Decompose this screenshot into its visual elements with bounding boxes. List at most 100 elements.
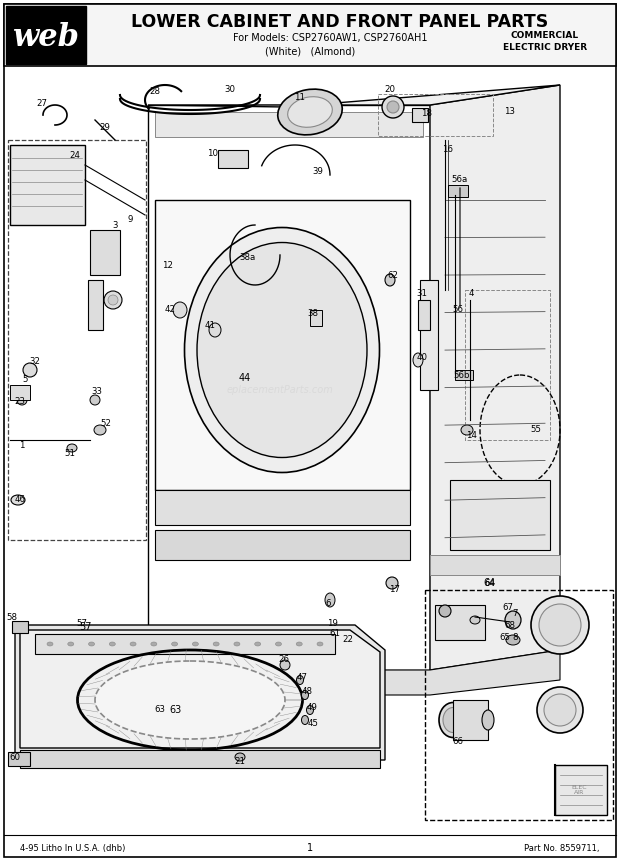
Bar (10, 385, 30, 400)
Text: 46: 46 (14, 495, 25, 505)
Ellipse shape (443, 708, 463, 733)
Text: (White)   (Almond): (White) (Almond) (265, 47, 355, 57)
Text: 8: 8 (512, 634, 518, 642)
Text: 57: 57 (76, 620, 87, 629)
Text: COMMERCIAL: COMMERCIAL (511, 30, 579, 40)
Text: 56a: 56a (452, 176, 468, 184)
Ellipse shape (301, 715, 309, 724)
Ellipse shape (539, 604, 581, 646)
Ellipse shape (325, 593, 335, 607)
Ellipse shape (470, 616, 480, 624)
Text: 45: 45 (308, 718, 319, 728)
Text: 18: 18 (422, 108, 433, 117)
Ellipse shape (280, 660, 290, 670)
Ellipse shape (278, 90, 342, 135)
Text: 66: 66 (453, 738, 464, 746)
Text: 44: 44 (239, 373, 251, 383)
Polygon shape (148, 85, 560, 107)
Text: For Models: CSP2760AW1, CSP2760AH1: For Models: CSP2760AW1, CSP2760AH1 (232, 33, 427, 43)
Ellipse shape (386, 577, 398, 589)
Text: 58: 58 (6, 614, 17, 623)
Bar (155, 490, 410, 525)
Text: 3: 3 (112, 220, 118, 230)
Bar (418, 300, 430, 330)
Text: 11: 11 (294, 92, 306, 102)
Text: 19: 19 (327, 618, 337, 628)
Ellipse shape (130, 642, 136, 646)
Bar (430, 555, 560, 575)
Bar (435, 605, 485, 640)
Ellipse shape (47, 642, 53, 646)
Bar (35, 634, 335, 654)
Bar (155, 112, 423, 137)
Ellipse shape (185, 227, 379, 473)
Text: 63: 63 (154, 705, 166, 715)
Text: 5: 5 (22, 375, 28, 385)
Bar (155, 200, 410, 490)
Bar (12, 621, 28, 633)
Ellipse shape (172, 642, 177, 646)
Text: 4-95 Litho In U.S.A. (dhb): 4-95 Litho In U.S.A. (dhb) (20, 844, 125, 852)
Text: 16: 16 (443, 146, 453, 154)
Ellipse shape (505, 611, 521, 629)
Ellipse shape (213, 642, 219, 646)
Text: 38a: 38a (240, 253, 256, 263)
Ellipse shape (506, 635, 520, 645)
Text: 21: 21 (234, 758, 246, 766)
Ellipse shape (89, 642, 94, 646)
Text: 22: 22 (342, 635, 353, 645)
Text: 14: 14 (466, 430, 477, 439)
Text: 29: 29 (100, 122, 110, 132)
Bar (20, 750, 380, 768)
Text: 23: 23 (14, 398, 25, 406)
Bar (450, 480, 550, 550)
Ellipse shape (275, 642, 281, 646)
Ellipse shape (301, 691, 309, 699)
Polygon shape (15, 625, 385, 760)
Ellipse shape (439, 605, 451, 617)
Text: 42: 42 (164, 306, 175, 314)
Ellipse shape (387, 101, 399, 113)
Ellipse shape (90, 395, 100, 405)
Text: 24: 24 (69, 152, 81, 160)
Ellipse shape (461, 425, 473, 435)
Text: 49: 49 (306, 703, 317, 711)
Ellipse shape (531, 596, 589, 654)
Ellipse shape (197, 243, 367, 457)
Ellipse shape (104, 291, 122, 309)
Ellipse shape (23, 363, 37, 377)
Bar (8, 752, 30, 766)
Text: 68: 68 (505, 621, 515, 629)
Ellipse shape (382, 96, 404, 118)
Text: 30: 30 (224, 84, 236, 94)
Polygon shape (430, 85, 560, 670)
Bar (6, 6, 86, 64)
Text: 4: 4 (468, 288, 474, 298)
Text: 48: 48 (301, 687, 312, 697)
Bar (465, 290, 550, 440)
Text: 6: 6 (326, 598, 330, 608)
Text: 51: 51 (64, 449, 76, 459)
Ellipse shape (288, 96, 332, 127)
Text: 17: 17 (389, 585, 401, 594)
Ellipse shape (94, 425, 106, 435)
Ellipse shape (317, 642, 323, 646)
Bar (88, 280, 103, 330)
Ellipse shape (544, 694, 576, 726)
Text: 63: 63 (169, 705, 181, 715)
Bar (218, 150, 248, 168)
Text: 55: 55 (531, 425, 541, 435)
Bar (310, 310, 322, 326)
Text: ELECTRIC DRYER: ELECTRIC DRYER (503, 44, 587, 53)
Ellipse shape (482, 710, 494, 730)
Text: 64: 64 (484, 579, 495, 587)
Bar (10, 145, 85, 225)
Ellipse shape (173, 302, 187, 318)
Text: 62: 62 (388, 271, 399, 281)
Bar (412, 108, 428, 122)
Text: 1: 1 (19, 441, 25, 449)
Text: 31: 31 (417, 289, 428, 299)
Bar (453, 700, 488, 740)
Ellipse shape (537, 687, 583, 733)
Bar (378, 94, 493, 136)
